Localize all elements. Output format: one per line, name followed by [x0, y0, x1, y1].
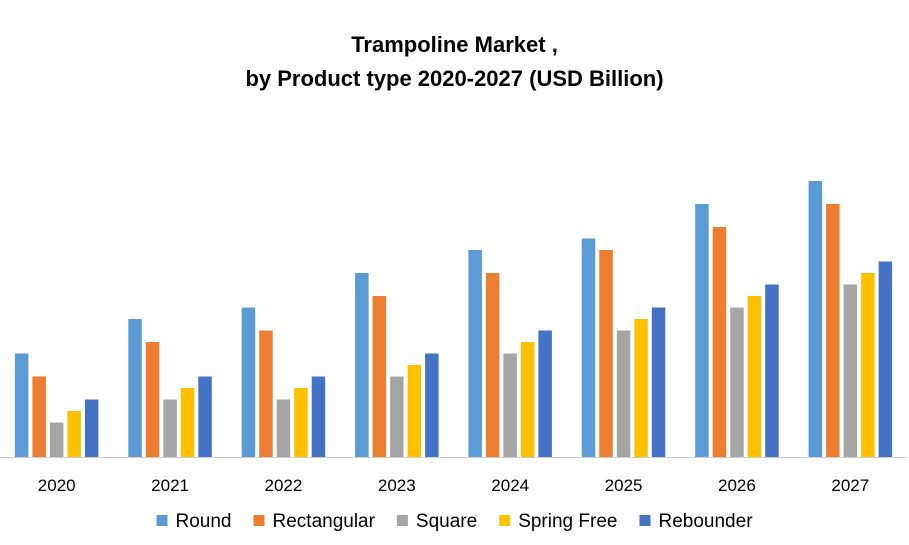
bar-round-2021: [128, 319, 142, 457]
bar-round-2020: [14, 353, 29, 457]
bar-rebounder-2023: [425, 353, 439, 457]
chart-title: Trampoline Market , by Product type 2020…: [0, 28, 909, 96]
bar-rectangular-2027: [826, 204, 840, 457]
bar-rebounder-2026: [765, 284, 779, 457]
bar-spring-free-2024: [520, 342, 535, 457]
x-tick-label-2023: 2023: [378, 476, 416, 495]
legend-label-rectangular: Rectangular: [273, 511, 376, 532]
bar-rectangular-2025: [599, 250, 613, 457]
bar-rectangular-2022: [259, 330, 273, 457]
bar-rectangular-2020: [32, 376, 46, 457]
bar-round-2027: [808, 181, 823, 457]
bar-square-2023: [390, 376, 404, 457]
bar-square-2022: [276, 399, 291, 457]
bar-rebounder-2020: [84, 399, 99, 457]
legend-swatch-rebounder: [639, 515, 651, 526]
bar-rebounder-2027: [878, 261, 893, 457]
bar-round-2024: [468, 250, 482, 457]
legend-swatch-round: [156, 515, 168, 526]
x-tick-label-2022: 2022: [264, 476, 302, 495]
bar-rebounder-2025: [651, 307, 666, 457]
bar-square-2027: [843, 284, 858, 457]
bar-rebounder-2022: [311, 376, 326, 457]
bar-spring-free-2027: [861, 273, 875, 457]
legend: Round Rectangular Square Spring Free Rebound…: [156, 511, 754, 532]
bar-spring-free-2022: [294, 388, 308, 457]
chart-title-line-2: by Product type 2020-2027 (USD Billion): [245, 66, 664, 91]
legend-swatch-square: [396, 515, 408, 526]
bar-rectangular-2023: [372, 296, 387, 457]
legend-label-rebounder: Rebounder: [659, 511, 754, 532]
bar-round-2022: [241, 307, 256, 457]
bar-rectangular-2024: [485, 273, 500, 457]
bar-spring-free-2025: [634, 319, 648, 457]
bar-spring-free-2021: [180, 388, 195, 457]
bar-rectangular-2026: [712, 227, 727, 457]
x-tick-label-2025: 2025: [605, 476, 643, 495]
bar-rebounder-2021: [198, 376, 212, 457]
x-tick-label-2024: 2024: [491, 476, 529, 495]
bar-square-2021: [163, 399, 177, 457]
bar-round-2023: [355, 273, 369, 457]
legend-swatch-spring-free: [499, 515, 511, 526]
x-tick-label-2021: 2021: [151, 476, 189, 495]
bar-round-2025: [581, 238, 596, 457]
bar-spring-free-2026: [747, 296, 762, 457]
x-tick-label-2027: 2027: [831, 476, 869, 495]
bar-round-2026: [695, 204, 709, 457]
x-tick-label-2020: 2020: [38, 476, 76, 495]
bar-spring-free-2020: [67, 411, 81, 457]
chart-title-line-1: Trampoline Market ,: [351, 32, 558, 57]
legend-label-spring-free: Spring Free: [518, 511, 617, 532]
bar-rectangular-2021: [145, 342, 160, 457]
legend-label-round: Round: [176, 511, 232, 532]
x-tick-label-2026: 2026: [718, 476, 756, 495]
bar-square-2026: [730, 307, 744, 457]
legend-label-square: Square: [416, 511, 477, 532]
legend-swatch-rectangular: [253, 515, 265, 526]
bar-square-2020: [49, 422, 64, 457]
bar-spring-free-2023: [407, 365, 422, 457]
bar-square-2024: [503, 353, 517, 457]
bar-square-2025: [616, 330, 631, 457]
bar-rebounder-2024: [538, 330, 552, 457]
